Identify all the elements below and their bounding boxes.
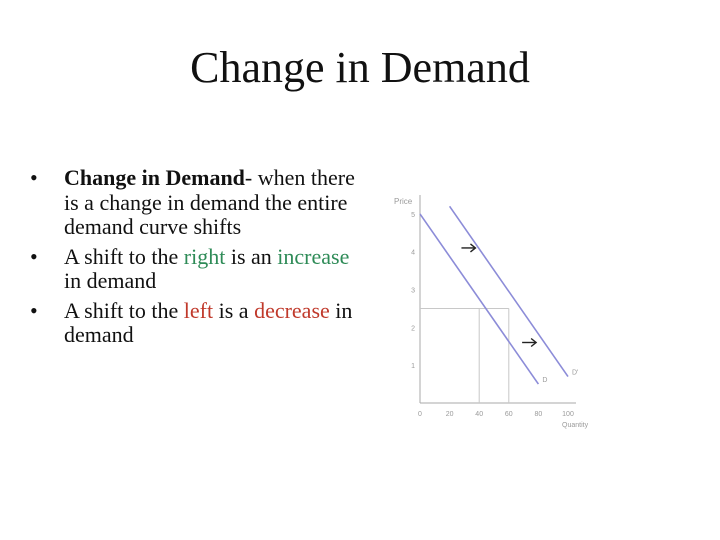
bullet-text: is a [213, 297, 255, 323]
x-tick-label: 80 [535, 411, 543, 418]
bullet-text: is an [225, 243, 278, 269]
demand-curve-d-prime [448, 205, 569, 377]
shift-arrow-head [530, 337, 538, 348]
bullet-change-in-demand: • Change in Demand- when there is a chan… [30, 165, 360, 240]
term-change-in-demand: Change in Demand [64, 165, 245, 190]
bullet-marker: • [30, 297, 38, 323]
slide-title: Change in Demand [190, 43, 530, 92]
bullet-shift-left: • A shift to the left is a decrease in d… [30, 297, 360, 348]
demand-shift-diagram: Price Quantity 0 20 40 60 80 100 1 2 3 4 5 D D' [394, 195, 589, 429]
x-axis-label: Quantity [562, 422, 589, 429]
x-tick-label: 20 [446, 411, 454, 418]
bullet-marker: • [30, 243, 38, 269]
x-tick-label: 60 [505, 411, 513, 418]
demand-curve-d [419, 213, 540, 385]
bullet-marker: • [30, 165, 38, 190]
definition-text: - when there is a change in demand the e… [64, 165, 355, 239]
y-tick-label: 3 [411, 288, 415, 295]
word-decrease: decrease [254, 297, 330, 323]
x-tick-label: 100 [562, 411, 574, 418]
bullet-text: A shift to the [64, 297, 184, 323]
bullet-text: A shift to the [64, 243, 184, 269]
curve-label: D [542, 377, 547, 384]
y-tick-label: 5 [411, 212, 415, 219]
bullet-list: • Change in Demand- when there is a chan… [30, 165, 360, 353]
y-axis-label: Price [394, 197, 413, 206]
y-tick-label: 4 [411, 250, 415, 257]
x-tick-label: 40 [475, 411, 483, 418]
x-tick-label: 0 [418, 411, 422, 418]
word-increase: increase [277, 243, 350, 269]
bullet-text: in demand [64, 268, 157, 293]
y-tick-label: 1 [411, 363, 415, 370]
curve-label: D' [572, 370, 578, 377]
bullet-shift-right: • A shift to the right is an increase in… [30, 243, 360, 294]
shift-arrow-head [470, 243, 477, 253]
word-left: left [183, 297, 214, 323]
word-right: right [183, 243, 226, 269]
bullet-text: in demand [64, 297, 353, 347]
y-tick-label: 2 [411, 325, 415, 332]
